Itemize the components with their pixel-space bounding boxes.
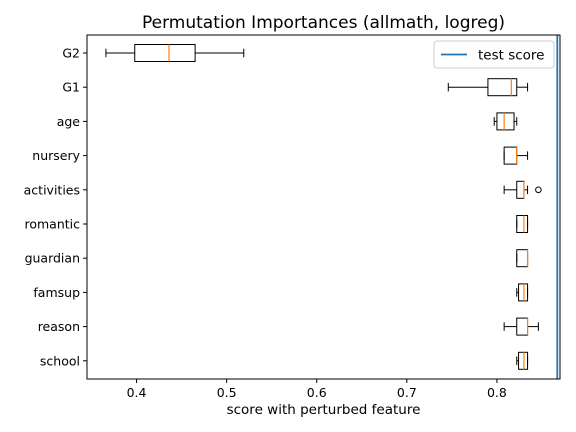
box-reason [503, 317, 539, 336]
iqr-box-nursery [503, 146, 518, 165]
iqr-box-reason [516, 317, 529, 336]
y-tick-label-reason: reason [38, 319, 80, 334]
x-tick-label-0.5: 0.5 [217, 385, 237, 400]
box-activities [503, 180, 542, 199]
y-tick-label-guardian: guardian [25, 251, 80, 266]
y-tick-label-romantic: romantic [24, 217, 80, 232]
legend-box [433, 40, 555, 69]
box-age [493, 112, 518, 131]
box-romantic [516, 215, 529, 233]
x-tick-label-0.4: 0.4 [127, 385, 147, 400]
iqr-box-guardian [516, 249, 529, 268]
iqr-box-romantic [516, 215, 529, 233]
chart-title: Permutation Importances (allmath, logreg… [142, 13, 505, 33]
x-tick-label-0.7: 0.7 [397, 385, 417, 400]
axes-frame [86, 34, 561, 380]
iqr-box-G2 [134, 44, 196, 62]
x-tick-label-0.6: 0.6 [307, 385, 327, 400]
legend-label: test score [478, 48, 545, 64]
box-guardian [516, 249, 529, 268]
y-tick-label-age: age [57, 114, 81, 129]
y-tick-label-nursery: nursery [32, 148, 80, 163]
box-G1 [447, 78, 529, 97]
y-tick-label-G1: G1 [62, 80, 80, 95]
iqr-box-school [518, 351, 529, 370]
box-nursery [503, 146, 529, 165]
iqr-box-age [496, 112, 515, 131]
legend: test score [433, 40, 555, 69]
y-tick-label-famsup: famsup [33, 285, 80, 300]
x-axis-label: score with perturbed feature [227, 402, 421, 418]
y-tick-label-G2: G2 [62, 46, 80, 61]
box-famsup [516, 283, 529, 302]
iqr-box-activities [516, 180, 525, 199]
outlier-activities-0 [535, 186, 542, 194]
y-tick-label-activities: activities [24, 182, 80, 197]
box-school [516, 351, 529, 370]
plot-area [105, 35, 559, 379]
x-tick-label-0.8: 0.8 [487, 385, 507, 400]
box-G2 [105, 44, 245, 62]
y-tick-label-school: school [40, 353, 80, 368]
iqr-box-G1 [487, 78, 518, 97]
iqr-box-famsup [518, 283, 529, 302]
